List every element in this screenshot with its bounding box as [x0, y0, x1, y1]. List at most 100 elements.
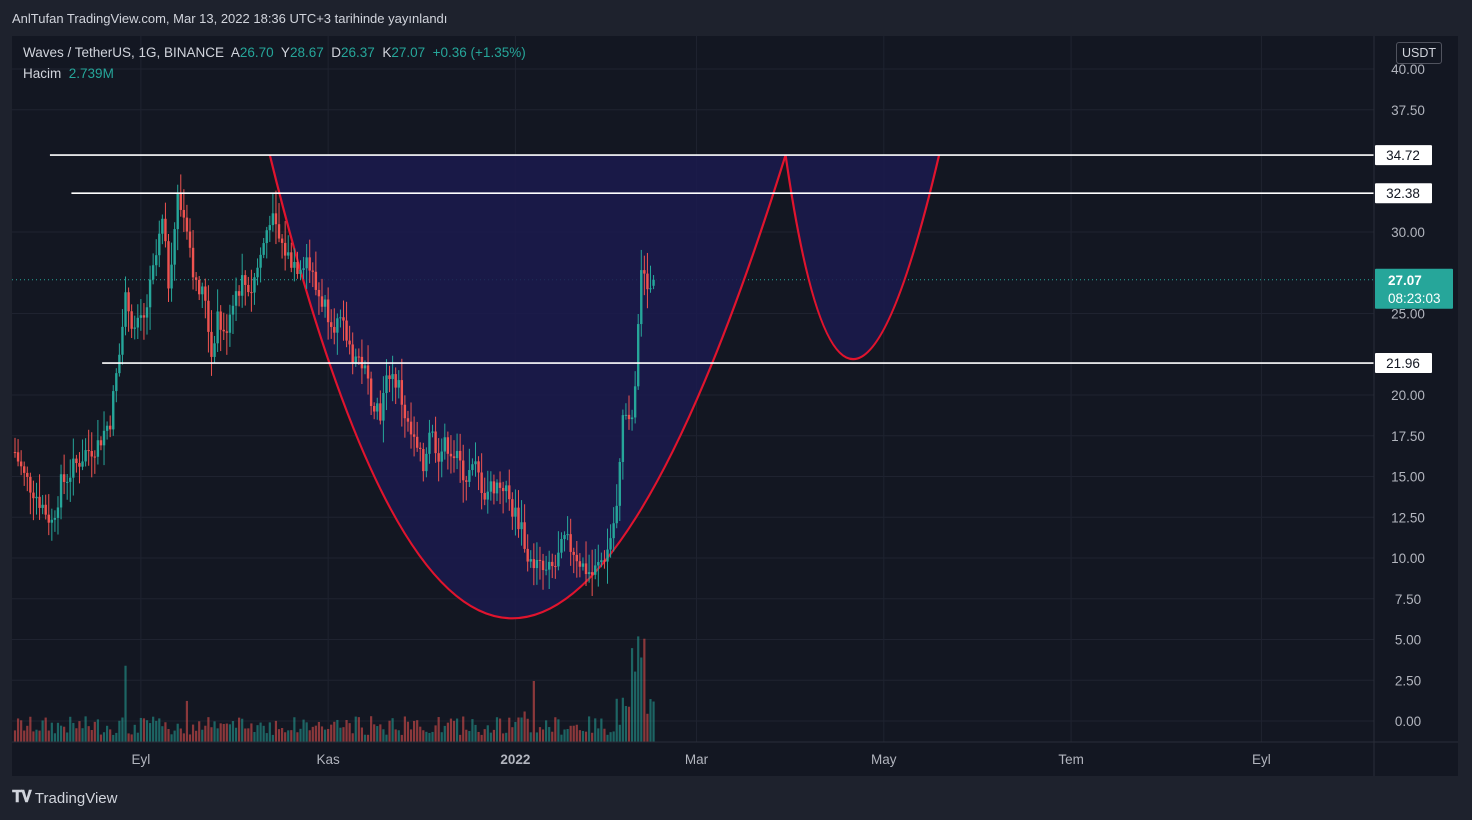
candle-body — [621, 415, 625, 462]
volume-bar — [409, 729, 413, 742]
volume-bar — [480, 734, 483, 742]
volume-bar — [345, 720, 348, 742]
candle-body — [529, 559, 532, 562]
volume-bar — [93, 721, 96, 742]
volume-bar — [621, 697, 624, 742]
price-tick-label: 20.00 — [1391, 388, 1425, 403]
candle-body — [606, 549, 609, 562]
volume-bar — [109, 729, 112, 742]
candle-body — [397, 380, 400, 388]
candle-body — [16, 452, 20, 462]
high-label: Y — [280, 45, 290, 60]
volume-bar — [262, 725, 265, 742]
candle-body — [348, 340, 351, 345]
volume-bar — [81, 728, 84, 742]
volume-bar — [53, 733, 57, 742]
volume-bar — [498, 718, 502, 742]
candle-body — [554, 566, 557, 568]
candles — [13, 174, 655, 596]
volume-bar — [584, 731, 588, 742]
candle-body — [505, 485, 508, 492]
tradingview-footer[interactable]: 𝐓𝐕 TradingView — [12, 789, 117, 807]
volume-bar — [505, 732, 508, 742]
candle-body — [179, 193, 182, 210]
time-axis[interactable]: Eyl Kas 2022 Mar May Tem Eyl — [131, 752, 1270, 767]
candle-body — [320, 296, 324, 307]
candle-body — [271, 213, 275, 226]
volume-bar — [572, 725, 575, 742]
candle-body — [449, 453, 453, 457]
candle-body — [323, 299, 327, 307]
candle-body — [277, 224, 281, 239]
volume-bar — [139, 717, 142, 742]
candle-body — [302, 268, 305, 270]
price-axis[interactable]: 40.00 37.50 30.00 25.00 20.00 17.50 15.00 12.50… — [1391, 62, 1425, 729]
volume-bar — [90, 729, 93, 742]
candle-body — [158, 233, 161, 256]
candle-body — [56, 507, 60, 518]
candle-body — [96, 440, 100, 457]
candle-body — [274, 213, 278, 225]
candle-body — [590, 572, 594, 575]
volume-bar — [354, 716, 357, 742]
candle-body — [176, 193, 179, 230]
volume-bar — [517, 717, 520, 742]
candle-body — [391, 374, 394, 379]
volume-bar — [59, 725, 63, 742]
volume-bar — [508, 717, 511, 742]
volume-bar — [388, 720, 391, 742]
price-tick-label: 5.00 — [1395, 633, 1421, 648]
price-labels: 34.72 32.38 21.96 27.07 08:23:03 — [1375, 145, 1453, 374]
candle-body — [572, 551, 575, 555]
candle-body — [511, 499, 514, 517]
candle-body — [455, 450, 459, 459]
volume-bar — [606, 734, 609, 742]
volume-bar — [578, 730, 581, 742]
volume-bar — [56, 722, 60, 742]
change-value: +0.36 (+1.35%) — [432, 45, 526, 60]
volume-bar — [477, 731, 480, 742]
candle-body — [483, 493, 486, 500]
candle-body — [296, 261, 299, 274]
price-tick-label: 37.50 — [1391, 103, 1425, 118]
volume-bar — [238, 717, 241, 742]
price-tick-label: 15.00 — [1391, 470, 1425, 485]
candle-body — [538, 559, 542, 561]
open-label: A — [230, 45, 240, 60]
candle-body — [280, 238, 284, 243]
currency-unit-button[interactable]: USDT — [1396, 42, 1442, 64]
candle-body — [452, 456, 456, 459]
candle-body — [305, 257, 308, 269]
candle-body — [167, 241, 170, 289]
candle-body — [84, 450, 87, 462]
candle-body — [53, 517, 57, 520]
volume-bar — [443, 725, 446, 742]
candle-body — [32, 492, 35, 499]
time-tick-label: Mar — [685, 752, 709, 767]
candle-body — [182, 209, 186, 218]
horizontal-levels[interactable] — [49, 154, 1374, 364]
price-tick-label: 30.00 — [1391, 225, 1425, 240]
candle-body — [148, 279, 152, 308]
cup-curve — [268, 154, 787, 620]
volume-bar — [391, 718, 394, 742]
candle-body — [649, 288, 652, 290]
volume-bar — [247, 728, 250, 742]
volume-bar — [486, 725, 489, 742]
level-price-tag — [1375, 145, 1432, 166]
volume-bar — [106, 725, 109, 742]
handle-curve — [784, 154, 941, 360]
candle-body — [283, 242, 287, 256]
level-price-tag — [1375, 183, 1432, 204]
volume-bar — [492, 729, 496, 742]
candle-body — [569, 534, 572, 552]
low-value: 26.37 — [341, 45, 375, 60]
candle-body — [44, 504, 47, 515]
candle-body — [130, 311, 133, 329]
volume-bar — [308, 730, 311, 742]
candle-body — [293, 261, 296, 268]
candle-body — [108, 425, 112, 430]
volume-bar — [311, 726, 314, 742]
volume-bar — [268, 722, 271, 742]
